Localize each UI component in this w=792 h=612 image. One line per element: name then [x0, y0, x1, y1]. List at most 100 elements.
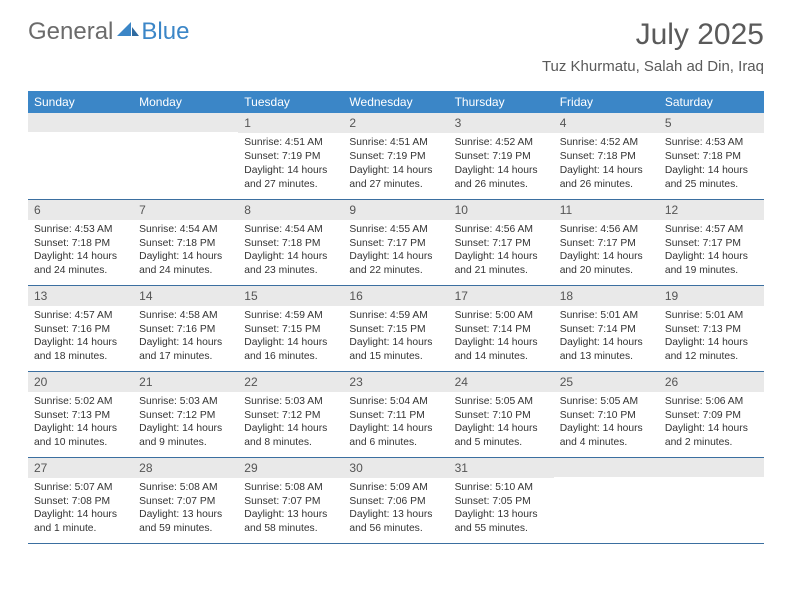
sunrise-text: Sunrise: 5:09 AM: [349, 481, 442, 495]
day-body: Sunrise: 5:02 AMSunset: 7:13 PMDaylight:…: [28, 394, 133, 451]
sunset-text: Sunset: 7:08 PM: [34, 495, 127, 509]
logo-text-1: General: [28, 18, 113, 46]
day-body: Sunrise: 5:06 AMSunset: 7:09 PMDaylight:…: [659, 394, 764, 451]
daylight-text: Daylight: 14 hours and 8 minutes.: [244, 422, 337, 450]
sunset-text: Sunset: 7:11 PM: [349, 409, 442, 423]
day-body: Sunrise: 5:05 AMSunset: 7:10 PMDaylight:…: [554, 394, 659, 451]
day-cell: 6Sunrise: 4:53 AMSunset: 7:18 PMDaylight…: [28, 199, 133, 285]
day-cell: 1Sunrise: 4:51 AMSunset: 7:19 PMDaylight…: [238, 113, 343, 199]
sunrise-text: Sunrise: 4:58 AM: [139, 309, 232, 323]
sunrise-text: Sunrise: 4:59 AM: [244, 309, 337, 323]
sunrise-text: Sunrise: 4:57 AM: [34, 309, 127, 323]
daylight-text: Daylight: 14 hours and 23 minutes.: [244, 250, 337, 278]
logo-text-2: Blue: [141, 18, 189, 46]
day-number: 8: [238, 200, 343, 220]
daylight-text: Daylight: 14 hours and 22 minutes.: [349, 250, 442, 278]
daylight-text: Daylight: 14 hours and 19 minutes.: [665, 250, 758, 278]
day-body: Sunrise: 4:53 AMSunset: 7:18 PMDaylight:…: [659, 135, 764, 192]
day-body: Sunrise: 5:03 AMSunset: 7:12 PMDaylight:…: [238, 394, 343, 451]
week-row: 13 Sunrise: 4:57 AM Sunset: 7:16 PM Dayligh…: [28, 285, 764, 371]
day-number: 4: [554, 113, 659, 133]
day-number: 2: [343, 113, 448, 133]
day-body: Sunrise: 4:56 AMSunset: 7:17 PMDaylight:…: [449, 222, 554, 279]
logo: General Blue: [28, 18, 189, 46]
sunrise-text: Sunrise: 5:08 AM: [139, 481, 232, 495]
day-body: Sunrise: 5:03 AMSunset: 7:12 PMDaylight:…: [133, 394, 238, 451]
sunset-text: Sunset: 7:19 PM: [349, 150, 442, 164]
day-cell: 30Sunrise: 5:09 AMSunset: 7:06 PMDayligh…: [343, 457, 448, 543]
daylight-text: Daylight: 13 hours and 55 minutes.: [455, 508, 548, 536]
day-body: Sunrise: 5:09 AMSunset: 7:06 PMDaylight:…: [343, 480, 448, 537]
sunset-text: Sunset: 7:06 PM: [349, 495, 442, 509]
sunrise-text: Sunrise: 4:52 AM: [455, 136, 548, 150]
day-number: 29: [238, 458, 343, 478]
sunset-text: Sunset: 7:07 PM: [244, 495, 337, 509]
day-body: Sunrise: 4:52 AMSunset: 7:18 PMDaylight:…: [554, 135, 659, 192]
day-cell: 8Sunrise: 4:54 AMSunset: 7:18 PMDaylight…: [238, 199, 343, 285]
daylight-text: Daylight: 14 hours and 16 minutes.: [244, 336, 337, 364]
daylight-text: Daylight: 14 hours and 27 minutes.: [244, 164, 337, 192]
day-number: 23: [343, 372, 448, 392]
day-body: Sunrise: 4:52 AMSunset: 7:19 PMDaylight:…: [449, 135, 554, 192]
sunrise-text: Sunrise: 4:56 AM: [560, 223, 653, 237]
day-number: 6: [28, 200, 133, 220]
day-cell: 26Sunrise: 5:06 AMSunset: 7:09 PMDayligh…: [659, 371, 764, 457]
daylight-text: Daylight: 13 hours and 59 minutes.: [139, 508, 232, 536]
day-cell: 2Sunrise: 4:51 AMSunset: 7:19 PMDaylight…: [343, 113, 448, 199]
daylight-text: Daylight: 14 hours and 13 minutes.: [560, 336, 653, 364]
day-body: Sunrise: 4:54 AMSunset: 7:18 PMDaylight:…: [238, 222, 343, 279]
day-body: Sunrise: 5:04 AMSunset: 7:11 PMDaylight:…: [343, 394, 448, 451]
sunrise-text: Sunrise: 5:01 AM: [665, 309, 758, 323]
day-number: 14: [133, 286, 238, 306]
day-number: 11: [554, 200, 659, 220]
dow-monday: Monday: [133, 91, 238, 113]
daylight-text: Daylight: 14 hours and 9 minutes.: [139, 422, 232, 450]
day-body: Sunrise: 4:53 AMSunset: 7:18 PMDaylight:…: [28, 222, 133, 279]
day-cell: [28, 113, 133, 199]
day-number: 21: [133, 372, 238, 392]
day-number: 9: [343, 200, 448, 220]
sunset-text: Sunset: 7:17 PM: [349, 237, 442, 251]
sunrise-text: Sunrise: 5:05 AM: [455, 395, 548, 409]
day-cell: 28Sunrise: 5:08 AMSunset: 7:07 PMDayligh…: [133, 457, 238, 543]
day-number: 13: [28, 286, 133, 306]
daylight-text: Daylight: 13 hours and 58 minutes.: [244, 508, 337, 536]
day-cell: 19Sunrise: 5:01 AMSunset: 7:13 PMDayligh…: [659, 285, 764, 371]
sunrise-text: Sunrise: 4:59 AM: [349, 309, 442, 323]
sunrise-text: Sunrise: 4:51 AM: [349, 136, 442, 150]
day-cell: 18Sunrise: 5:01 AMSunset: 7:14 PMDayligh…: [554, 285, 659, 371]
sunset-text: Sunset: 7:15 PM: [244, 323, 337, 337]
sunset-text: Sunset: 7:18 PM: [139, 237, 232, 251]
daylight-text: Daylight: 14 hours and 26 minutes.: [560, 164, 653, 192]
sunset-text: Sunset: 7:16 PM: [139, 323, 232, 337]
sunrise-text: Sunrise: 5:03 AM: [244, 395, 337, 409]
day-of-week-row: SundayMondayTuesdayWednesdayThursdayFrid…: [28, 91, 764, 113]
dow-tuesday: Tuesday: [238, 91, 343, 113]
dow-thursday: Thursday: [449, 91, 554, 113]
day-cell: 22Sunrise: 5:03 AMSunset: 7:12 PMDayligh…: [238, 371, 343, 457]
day-cell: 27Sunrise: 5:07 AMSunset: 7:08 PMDayligh…: [28, 457, 133, 543]
day-body: Sunrise: 5:00 AMSunset: 7:14 PMDaylight:…: [449, 308, 554, 365]
sunset-text: Sunset: 7:18 PM: [665, 150, 758, 164]
day-cell: [659, 457, 764, 543]
day-cell: 29Sunrise: 5:08 AMSunset: 7:07 PMDayligh…: [238, 457, 343, 543]
day-body: Sunrise: 4:59 AMSunset: 7:15 PMDaylight:…: [238, 308, 343, 365]
day-body: Sunrise: 4:58 AMSunset: 7:16 PMDaylight:…: [133, 308, 238, 365]
sunrise-text: Sunrise: 4:57 AM: [665, 223, 758, 237]
day-number: 19: [659, 286, 764, 306]
day-cell: 31Sunrise: 5:10 AMSunset: 7:05 PMDayligh…: [449, 457, 554, 543]
sunset-text: Sunset: 7:19 PM: [244, 150, 337, 164]
day-number: 7: [133, 200, 238, 220]
daylight-text: Daylight: 14 hours and 21 minutes.: [455, 250, 548, 278]
daylight-text: Daylight: 14 hours and 20 minutes.: [560, 250, 653, 278]
day-number: 22: [238, 372, 343, 392]
day-cell: 20Sunrise: 5:02 AMSunset: 7:13 PMDayligh…: [28, 371, 133, 457]
day-number: 10: [449, 200, 554, 220]
sunset-text: Sunset: 7:07 PM: [139, 495, 232, 509]
day-cell: 25Sunrise: 5:05 AMSunset: 7:10 PMDayligh…: [554, 371, 659, 457]
sunrise-text: Sunrise: 5:05 AM: [560, 395, 653, 409]
day-number: 27: [28, 458, 133, 478]
day-number: 16: [343, 286, 448, 306]
day-cell: 11Sunrise: 4:56 AMSunset: 7:17 PMDayligh…: [554, 199, 659, 285]
sunset-text: Sunset: 7:10 PM: [560, 409, 653, 423]
